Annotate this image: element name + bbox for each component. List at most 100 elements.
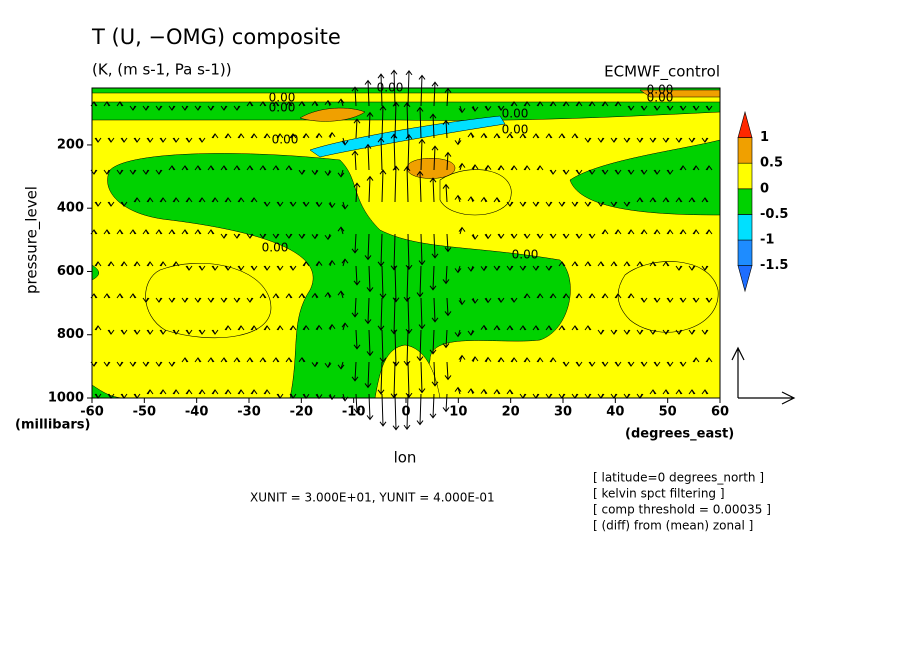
vector <box>324 169 332 177</box>
vector <box>129 105 137 111</box>
vector <box>289 265 297 271</box>
vector <box>364 79 372 107</box>
vector <box>431 233 439 259</box>
vector <box>571 325 579 331</box>
vector <box>159 197 167 203</box>
vector <box>405 297 413 334</box>
vector <box>506 265 514 271</box>
vector <box>289 201 297 207</box>
vector <box>458 354 466 363</box>
vector <box>610 201 618 207</box>
vector <box>129 169 137 175</box>
vector <box>562 361 570 367</box>
x-tick-label: -30 <box>237 405 261 420</box>
vector <box>519 265 527 271</box>
vector <box>653 361 661 367</box>
contour-label: 0.00 <box>647 91 674 105</box>
vector <box>666 169 674 175</box>
colorbar-label: -1.5 <box>760 258 788 273</box>
vector <box>493 133 501 139</box>
vector <box>142 169 150 175</box>
vector <box>328 131 336 139</box>
vector <box>341 201 349 210</box>
vector <box>259 233 267 239</box>
vector <box>484 356 492 363</box>
vector <box>403 329 411 366</box>
vector <box>185 265 193 271</box>
contour-label: 0.00 <box>269 101 296 115</box>
contour-line <box>617 261 719 333</box>
vector <box>379 169 387 203</box>
vector <box>94 325 102 331</box>
vector <box>233 105 241 111</box>
note: [ kelvin spct filtering ] <box>593 487 725 501</box>
x-tick-label: 50 <box>659 405 677 420</box>
vector <box>181 357 189 363</box>
vector <box>510 357 518 363</box>
vector <box>458 297 466 306</box>
vector <box>532 325 540 331</box>
vector <box>390 133 398 171</box>
vector <box>627 105 635 111</box>
vector <box>142 105 150 111</box>
vector <box>324 99 332 107</box>
vector <box>549 169 557 175</box>
vector <box>181 297 189 303</box>
vector <box>341 322 349 331</box>
vector <box>636 137 644 143</box>
colorbar-bin <box>737 239 753 266</box>
vector <box>662 329 670 335</box>
vector <box>519 201 527 207</box>
vector <box>623 329 631 335</box>
vector <box>120 201 128 207</box>
vector <box>220 357 228 363</box>
vector <box>172 329 180 335</box>
vector <box>467 329 475 336</box>
contour-line <box>145 263 272 339</box>
vector <box>558 133 566 139</box>
vector <box>351 233 359 254</box>
vector <box>403 265 411 302</box>
vector <box>549 357 557 363</box>
vector <box>263 133 271 139</box>
vector <box>429 265 437 291</box>
y-tick-label: 200 <box>57 137 84 152</box>
vector <box>392 265 400 303</box>
colorbar-bin <box>737 188 753 215</box>
vector <box>523 357 531 363</box>
vector <box>614 229 622 235</box>
vector <box>337 98 345 107</box>
vector <box>588 293 596 299</box>
vector <box>103 361 111 367</box>
vector <box>142 297 150 303</box>
vector <box>688 329 696 335</box>
vector <box>272 101 280 107</box>
vector <box>510 297 518 303</box>
vector <box>364 361 372 389</box>
vector <box>224 325 232 331</box>
colorbar-label: 1 <box>760 130 769 145</box>
colorbar-label: 0 <box>760 181 769 196</box>
x-tick-label: 0 <box>401 405 410 420</box>
vector <box>276 265 284 271</box>
vector <box>666 361 674 367</box>
vector <box>233 357 241 363</box>
vector <box>653 297 661 303</box>
vector <box>146 329 154 335</box>
vector <box>120 329 128 335</box>
vector <box>588 169 596 175</box>
vector <box>471 164 479 171</box>
vector <box>181 105 189 111</box>
fill-region <box>107 153 571 399</box>
vector <box>653 229 661 235</box>
vector <box>418 361 426 394</box>
vector <box>653 169 661 175</box>
vector <box>649 197 657 203</box>
vector <box>597 201 605 207</box>
vector <box>601 169 609 175</box>
vector <box>705 229 713 235</box>
vector <box>185 389 193 395</box>
vector <box>146 261 154 267</box>
y-axis-label: pressure_level <box>23 186 42 294</box>
vector <box>467 388 475 395</box>
